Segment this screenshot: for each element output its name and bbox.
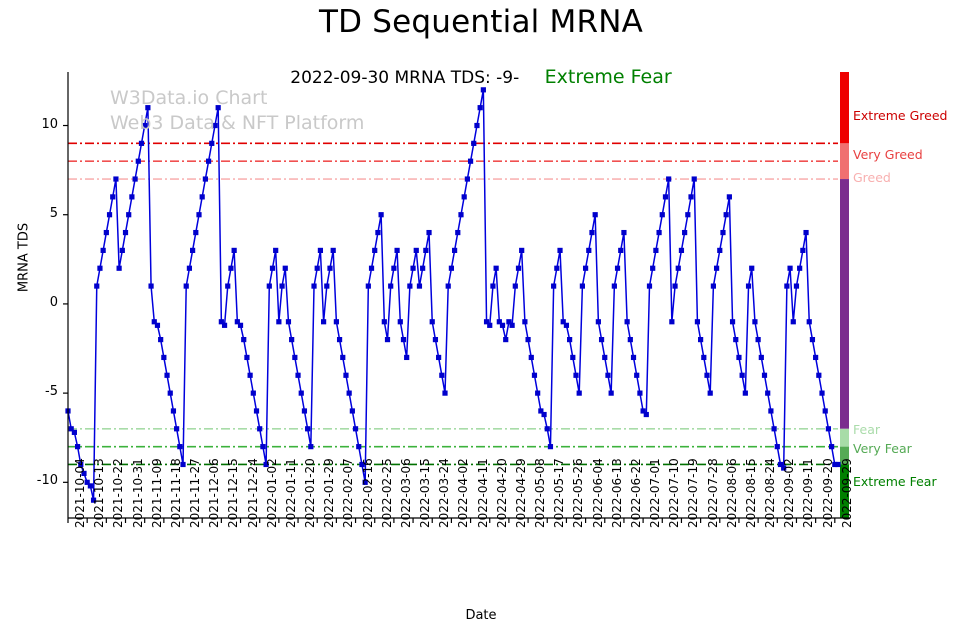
y-tick-label: 10 bbox=[41, 116, 58, 132]
x-tick-label: 2022-06-04 bbox=[590, 458, 605, 528]
x-tick-label: 2021-10-31 bbox=[130, 458, 145, 528]
x-tick-label: 2021-10-04 bbox=[73, 458, 87, 528]
x-tick-label: 2022-04-02 bbox=[456, 458, 471, 528]
zone-label: Very Greed bbox=[853, 147, 923, 163]
y-tick-label: -5 bbox=[45, 384, 58, 400]
x-tick-label: 2022-02-25 bbox=[379, 458, 394, 528]
x-tick-label: 2022-08-06 bbox=[724, 458, 739, 528]
x-tick-label: 2022-06-22 bbox=[628, 458, 643, 528]
x-tick-label: 2022-09-02 bbox=[782, 458, 797, 528]
x-tick-label: 2022-07-28 bbox=[705, 458, 720, 528]
x-tick-label: 2022-05-26 bbox=[571, 458, 586, 528]
x-tick-label: 2021-10-13 bbox=[92, 458, 107, 528]
x-tick-label: 2022-09-11 bbox=[801, 458, 816, 528]
zone-label: Extreme Fear bbox=[853, 473, 937, 489]
x-tick-label: 2021-11-27 bbox=[188, 458, 203, 528]
x-tick-label: 2022-06-13 bbox=[609, 458, 624, 528]
x-tick-label: 2022-01-02 bbox=[264, 458, 279, 528]
zone-label: Very Fear bbox=[853, 441, 912, 457]
x-tick-label: 2022-05-08 bbox=[533, 458, 548, 528]
x-tick-label: 2022-04-20 bbox=[494, 458, 509, 528]
x-tick-label: 2021-11-09 bbox=[149, 458, 164, 528]
zone-label: Extreme Greed bbox=[853, 107, 948, 123]
x-tick-label: 2021-12-06 bbox=[207, 458, 222, 528]
x-tick-label: 2022-01-29 bbox=[322, 458, 337, 528]
x-tick-label: 2021-10-22 bbox=[111, 458, 126, 528]
x-tick-label: 2022-04-11 bbox=[475, 458, 490, 528]
zone-label: Fear bbox=[853, 421, 880, 437]
y-tick-label: 5 bbox=[49, 205, 58, 221]
subtitle-state: Extreme Fear bbox=[544, 66, 672, 88]
x-axis-label: Date bbox=[465, 608, 497, 623]
x-tick-label: 2022-07-01 bbox=[648, 458, 663, 528]
x-tick-label: 2022-08-24 bbox=[763, 458, 778, 528]
x-tick-label: 2022-01-11 bbox=[283, 458, 298, 528]
x-tick-label: 2022-02-16 bbox=[360, 458, 375, 528]
x-tick-label: 2022-04-29 bbox=[513, 458, 528, 528]
x-tick-label: 2022-02-07 bbox=[341, 458, 356, 528]
x-tick-label: 2022-07-19 bbox=[686, 458, 701, 528]
y-tick-label: -10 bbox=[36, 473, 58, 489]
chart-subtitle: 2022-09-30 MRNA TDS: -9- Extreme Fear bbox=[0, 66, 962, 88]
x-tick-label: 2022-07-10 bbox=[667, 458, 682, 528]
x-tick-label: 2021-12-15 bbox=[226, 458, 241, 528]
x-tick-label: 2022-08-15 bbox=[743, 458, 758, 528]
watermark: W3Data.io Chart Web3 Data & NFT Platform bbox=[110, 87, 365, 134]
x-tick-label: 2022-03-15 bbox=[418, 458, 433, 528]
x-tick-label: 2022-03-24 bbox=[437, 458, 452, 528]
x-tick-label: 2022-03-06 bbox=[398, 458, 413, 528]
x-tick-label: 2021-11-18 bbox=[168, 458, 183, 528]
zone-label: Greed bbox=[853, 170, 891, 186]
x-tick-label: 2022-09-29 bbox=[839, 458, 854, 528]
x-tick-label: 2022-05-17 bbox=[552, 458, 567, 528]
x-tick-label: 2022-09-20 bbox=[820, 458, 835, 528]
subtitle-reading: 2022-09-30 MRNA TDS: -9- bbox=[290, 68, 520, 88]
y-axis-ticks: 10 5 0 -5 -10 bbox=[0, 0, 58, 633]
x-tick-label: 2022-01-20 bbox=[303, 458, 318, 528]
y-tick-label: 0 bbox=[49, 294, 58, 310]
x-tick-label: 2021-12-24 bbox=[245, 458, 260, 528]
chart-title: TD Sequential MRNA bbox=[319, 4, 643, 40]
